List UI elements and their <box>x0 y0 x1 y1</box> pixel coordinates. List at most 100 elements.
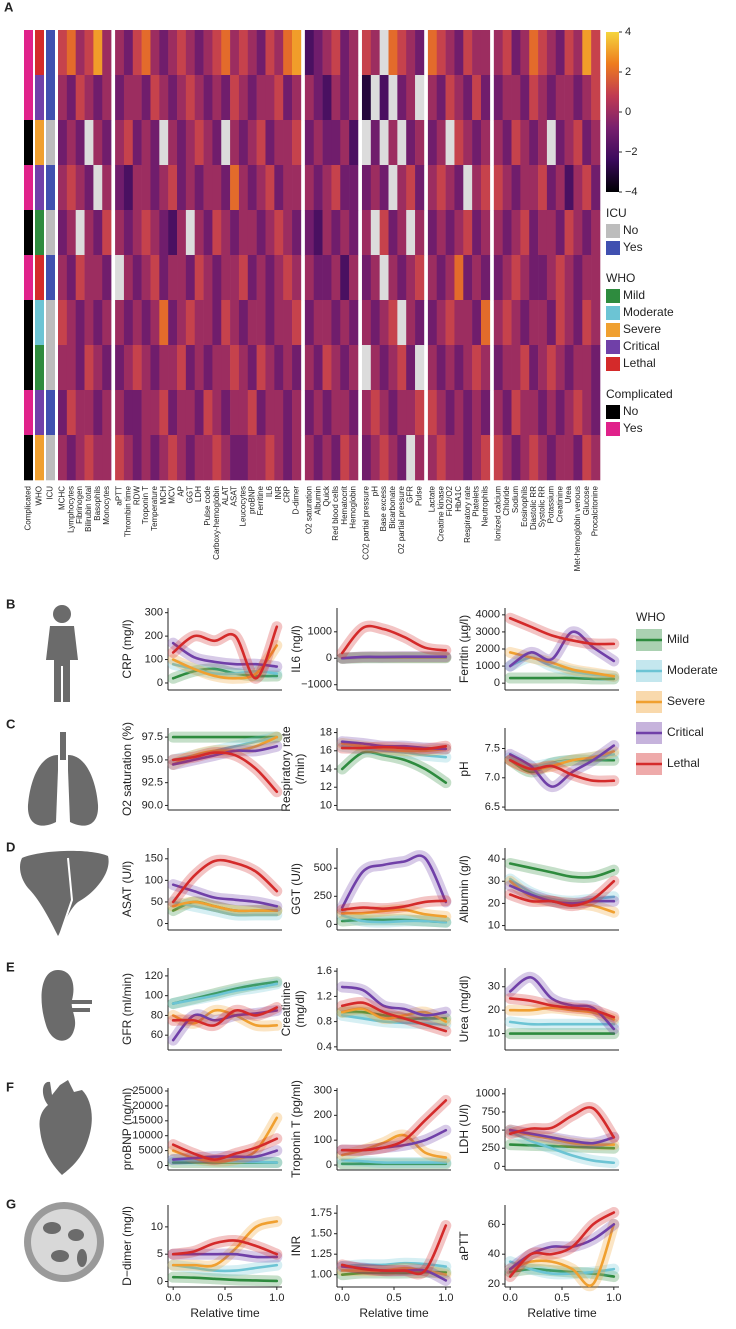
y-tick-label: 5 <box>157 1248 163 1260</box>
y-tick-label: 40 <box>488 1248 500 1260</box>
y-tick-label: 1.25 <box>311 1248 332 1260</box>
heatmap-cell <box>66 300 76 346</box>
heatmap-cell <box>247 210 257 256</box>
heatmap-cell <box>150 75 160 121</box>
series-line <box>340 914 448 924</box>
heatmap-cell <box>436 165 446 211</box>
heatmap-cell <box>238 165 249 211</box>
heatmap-cell <box>194 390 204 436</box>
heatmap-cell <box>132 165 142 211</box>
heatmap-cell <box>463 165 473 211</box>
column-label: CRP <box>283 486 292 503</box>
heatmap-cell <box>159 30 169 76</box>
column-label: Hematocrit <box>340 485 349 524</box>
heatmap-cell <box>564 345 574 391</box>
heatmap-cell <box>436 300 446 346</box>
colorbar-tick-label: −4 <box>625 186 638 198</box>
x-tick-label: 0.5 <box>554 1292 569 1304</box>
heatmap-cell <box>123 75 134 121</box>
series-line <box>508 1020 616 1026</box>
heatmap-cell <box>502 300 512 346</box>
y-tick-label: 40 <box>488 853 500 865</box>
column-label: Lactate <box>427 485 436 512</box>
heatmap-cell <box>66 75 76 121</box>
y-tick-label: 1.2 <box>317 990 332 1002</box>
heatmap-cell <box>256 345 266 391</box>
heatmap-cell <box>265 345 275 391</box>
x-axis-label: Relative time <box>190 1306 260 1320</box>
column-label: Troponin T <box>141 486 150 524</box>
heatmap-cell <box>221 435 231 481</box>
legend-swatch <box>606 357 620 371</box>
series-line <box>508 976 616 1031</box>
heatmap-cell <box>582 165 592 211</box>
column-label: Lymphocytes <box>66 486 75 533</box>
heatmap-cell <box>123 300 134 346</box>
heatmap-cell <box>304 30 315 76</box>
x-tick-label: 0.5 <box>217 1292 232 1304</box>
heatmap-cell <box>141 165 151 211</box>
legend-swatch <box>606 289 620 303</box>
annotation-label: Complicated <box>24 486 33 530</box>
heatmap-cell <box>591 345 601 391</box>
heatmap-cell <box>123 345 134 391</box>
heatmap-cell <box>349 435 359 481</box>
y-tick-label: 10 <box>151 1221 163 1233</box>
heatmap-cell <box>115 390 125 436</box>
column-label: Glucose <box>582 485 591 515</box>
heatmap-cell <box>520 75 530 121</box>
heatmap-cell <box>520 210 530 256</box>
heatmap-cell <box>247 165 257 211</box>
heatmap-cell <box>454 300 464 346</box>
heatmap-cell <box>177 390 187 436</box>
heatmap-cell <box>361 255 372 301</box>
heatmap-cell <box>313 210 323 256</box>
y-tick-label: 200 <box>314 1109 332 1121</box>
heatmap-cell <box>247 300 257 346</box>
legend-label: Critical <box>667 725 704 739</box>
heatmap-cell <box>132 75 142 121</box>
heatmap-cell <box>66 435 76 481</box>
heatmap-cell <box>555 165 565 211</box>
column-label: Bilirubin total <box>84 486 93 532</box>
y-tick-label: 250 <box>314 890 332 902</box>
annotation-cell <box>35 120 44 166</box>
heatmap-cell <box>102 30 112 76</box>
heatmap-cell <box>529 120 539 166</box>
heatmap-cell <box>415 165 425 211</box>
y-tick-label: 25000 <box>132 1085 163 1097</box>
heatmap-cell <box>445 30 455 76</box>
heatmap-cell <box>564 30 574 76</box>
heatmap-cell <box>480 120 491 166</box>
heatmap-cell <box>212 75 222 121</box>
heatmap-cell <box>511 120 521 166</box>
heatmap-cell <box>573 345 583 391</box>
y-axis-label: LDH (U/l) <box>457 1104 471 1154</box>
heatmap-cell <box>436 255 446 301</box>
y-tick-label: 120 <box>145 970 163 982</box>
heatmap-cell <box>292 30 302 76</box>
annotation-cell <box>46 75 55 121</box>
series-line <box>340 655 448 660</box>
heatmap-cell <box>322 165 332 211</box>
heatmap-cell <box>221 255 231 301</box>
y-tick-label: 60 <box>151 1029 163 1041</box>
heatmap-cell <box>256 390 266 436</box>
heatmap-cell <box>75 345 85 391</box>
heatmap-cell <box>58 30 68 76</box>
colorbar <box>606 32 619 192</box>
y-tick-label: 100 <box>145 653 163 665</box>
annotation-cell <box>35 435 44 481</box>
heatmap-cell <box>493 30 503 76</box>
heatmap-cell <box>230 75 240 121</box>
column-label: Neutrophils <box>481 486 490 526</box>
column-label: GFR <box>406 486 415 503</box>
heatmap-cell <box>529 30 539 76</box>
annotation-cell <box>46 345 55 391</box>
y-tick-label: 0 <box>326 918 332 930</box>
annotation-cell <box>24 255 33 301</box>
y-axis-label: (/min) <box>293 754 307 785</box>
column-label: Basophils <box>93 486 102 521</box>
heatmap-cell <box>573 75 583 121</box>
heatmap-cell <box>340 210 350 256</box>
